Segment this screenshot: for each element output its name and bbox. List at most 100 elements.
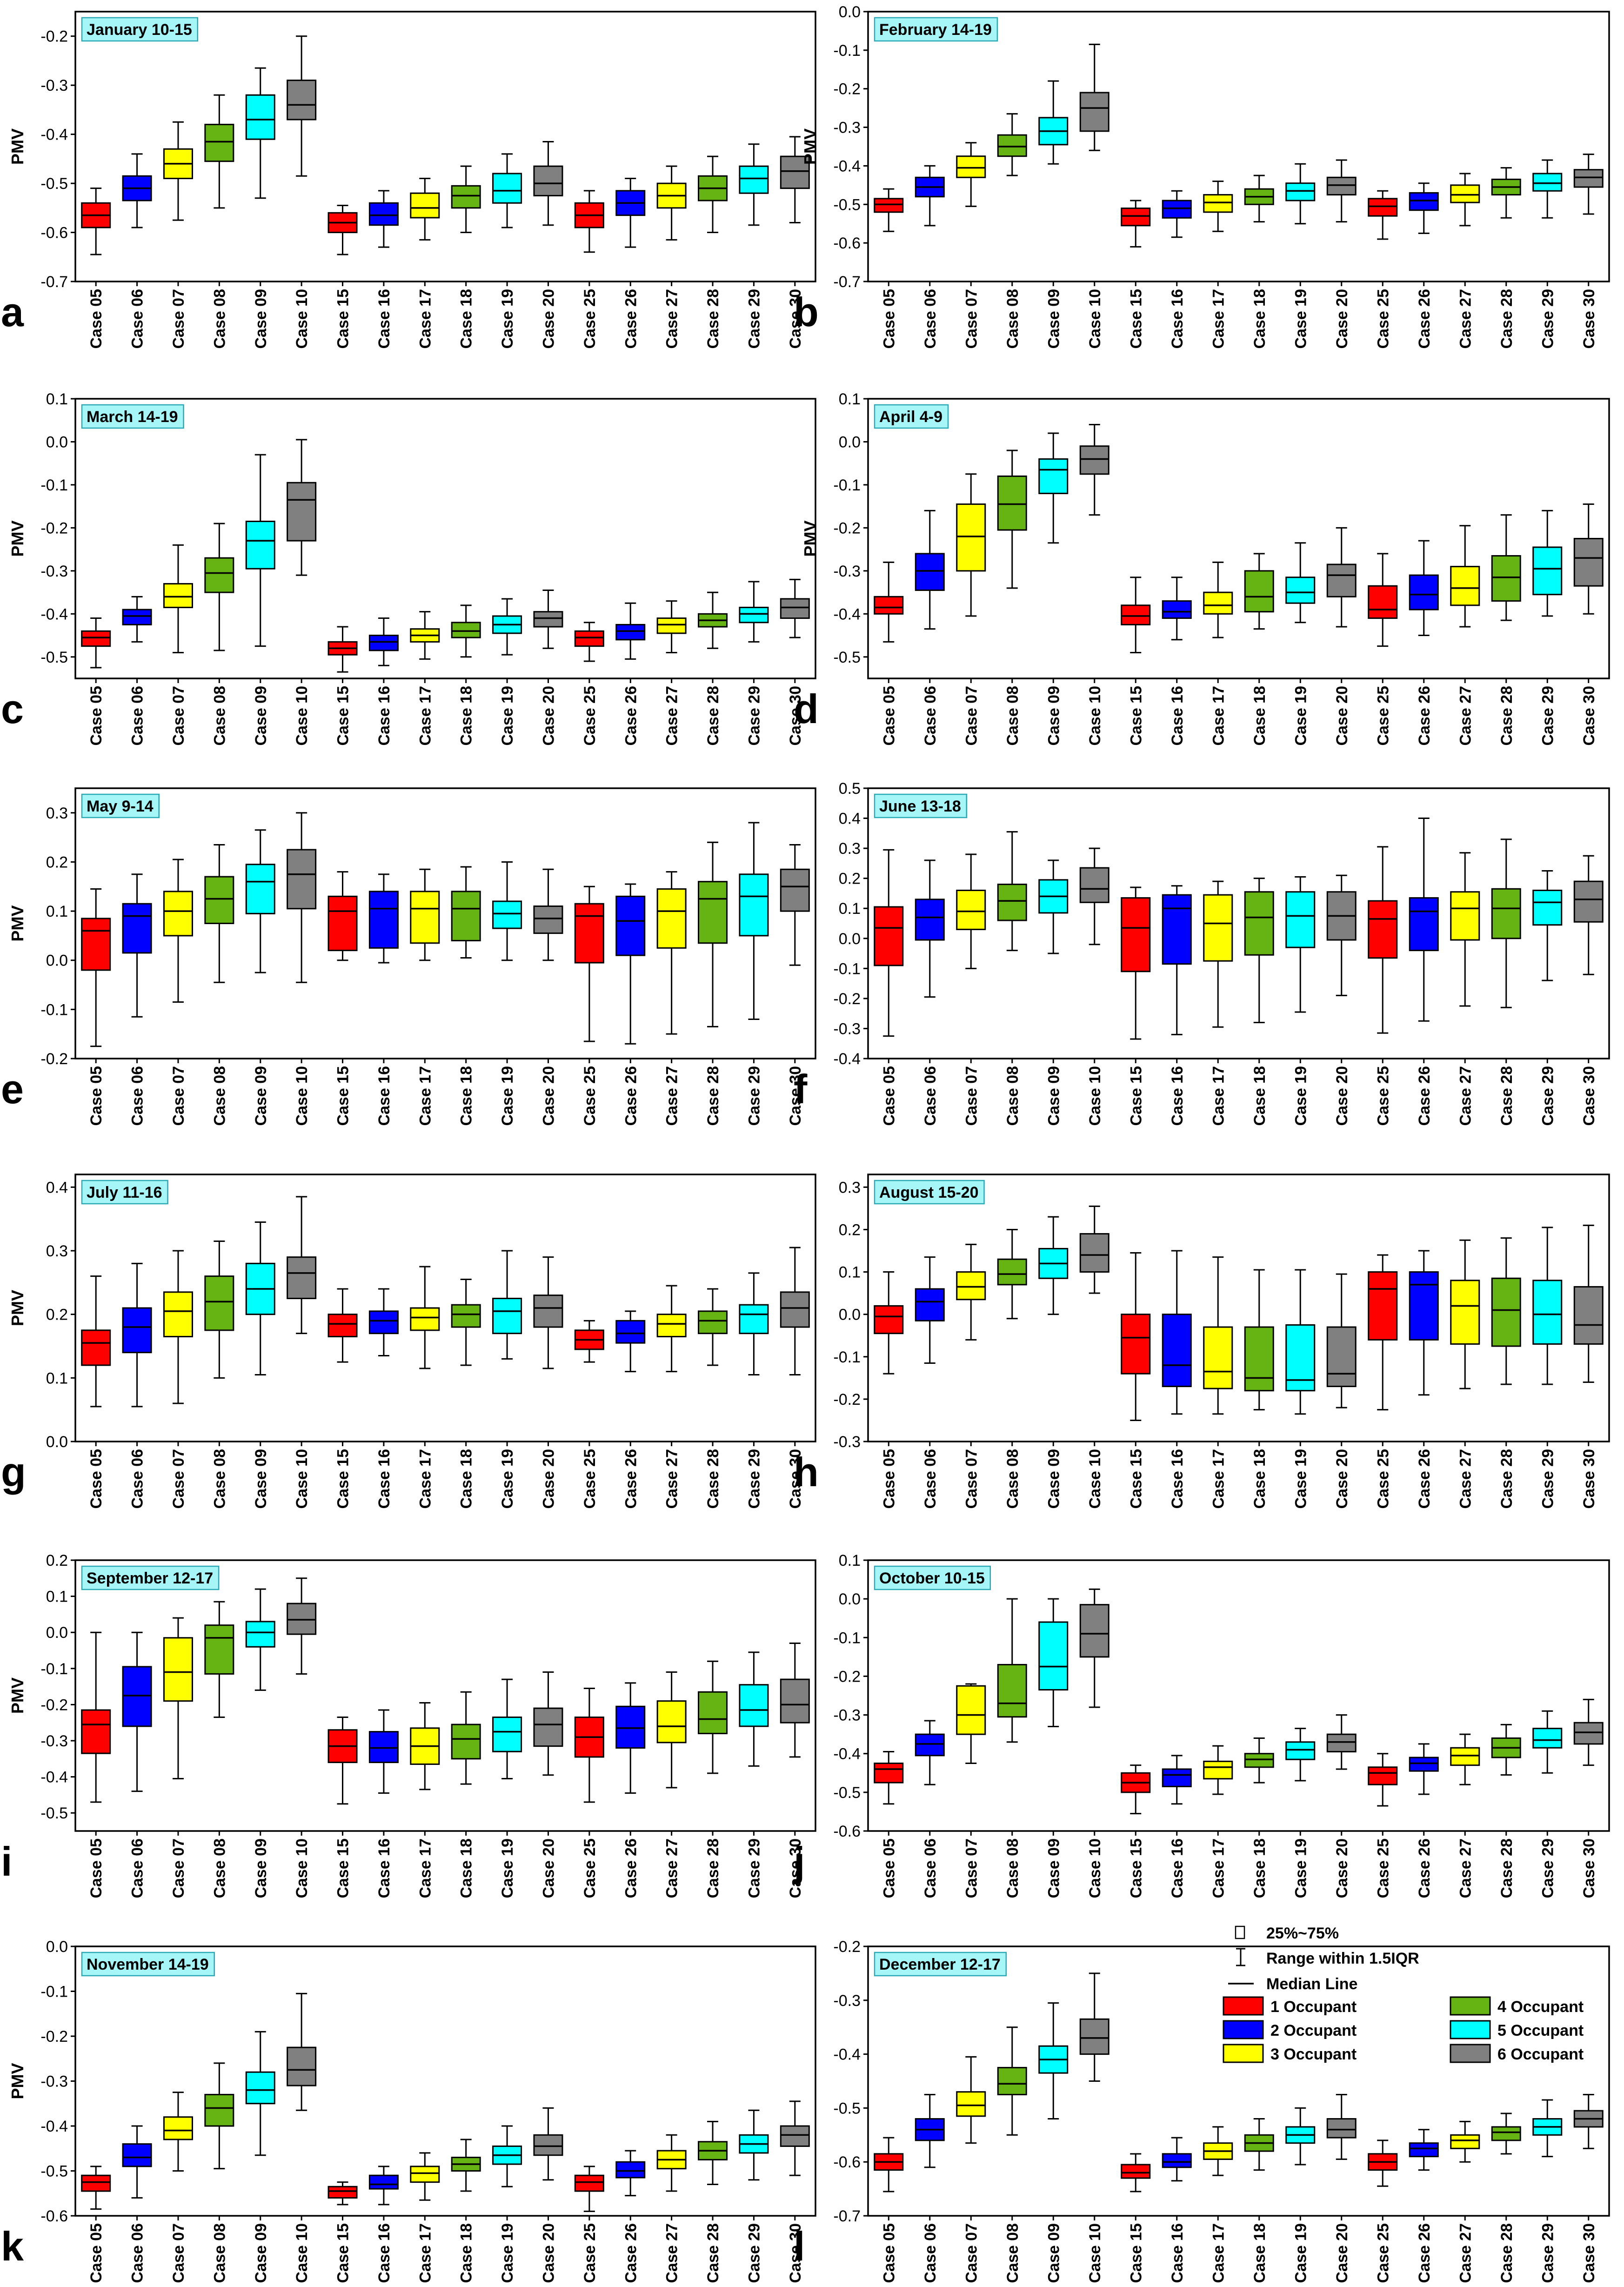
box-case-06 xyxy=(915,1256,945,1364)
whisker xyxy=(1171,190,1183,238)
box-case-19 xyxy=(492,598,522,656)
x-tick-label: Case 29 xyxy=(1539,289,1557,349)
x-tick-label: Case 19 xyxy=(1292,686,1310,746)
whisker xyxy=(583,190,595,253)
iqr-box xyxy=(287,849,317,910)
box-case-05 xyxy=(81,188,111,255)
iqr-box xyxy=(368,202,399,226)
iqr-box xyxy=(780,1678,810,1724)
x-tick-label: Case 16 xyxy=(1169,289,1186,349)
iqr-box xyxy=(915,1733,945,1757)
x-tick-label: Case 09 xyxy=(1045,1838,1063,1898)
x-tick-label: Case 26 xyxy=(1416,1449,1433,1509)
legend: 25%~75% Range within 1.5IQR Median Line … xyxy=(1223,1925,1584,2063)
whisker xyxy=(1377,1254,1389,1411)
iqr-box xyxy=(780,2125,810,2147)
y-tick-label: -0.3 xyxy=(833,1707,861,1724)
whisker xyxy=(625,2150,636,2197)
whisker xyxy=(965,2056,977,2144)
iqr-box xyxy=(1532,546,1563,596)
box-case-07 xyxy=(163,2092,193,2172)
whisker xyxy=(214,523,225,651)
y-tick-label: -0.3 xyxy=(833,1020,861,1038)
whisker xyxy=(460,866,472,959)
title-box xyxy=(81,1565,220,1590)
x-tick-label: Case 06 xyxy=(129,289,147,349)
iqr-box xyxy=(997,1258,1027,1286)
box-case-15 xyxy=(1121,1252,1151,1421)
whisker xyxy=(1336,874,1347,996)
iqr-box xyxy=(204,124,234,162)
x-tick-label: Case 27 xyxy=(663,289,681,349)
y-tick-label: -0.3 xyxy=(833,563,861,580)
panel-title: June 13-18 xyxy=(874,793,968,818)
x-tick-label: Case 25 xyxy=(581,1838,599,1898)
plot-frame xyxy=(74,398,816,679)
whisker xyxy=(131,873,143,1018)
whisker xyxy=(131,1262,143,1408)
whisker xyxy=(625,602,636,660)
box-case-27 xyxy=(1450,1239,1480,1389)
panel-letter: l xyxy=(794,2223,805,2269)
iqr-box xyxy=(81,2174,111,2192)
x-tick-label: Case 26 xyxy=(1416,686,1433,746)
whisker xyxy=(172,1250,184,1404)
box-case-06 xyxy=(122,873,152,1018)
y-tick-label: -0.3 xyxy=(833,1992,861,2010)
panel-h: -0.3 -0.2 -0.1 0.0 0.1 0.2 0.3 Case 05 Case 06 Ca… xyxy=(794,1174,1610,1509)
iqr-box xyxy=(451,622,481,638)
iqr-box xyxy=(1368,1766,1398,1785)
x-tick-label: Case 17 xyxy=(1210,1449,1227,1509)
title-text: August 15-20 xyxy=(879,1184,979,1201)
box-case-08 xyxy=(204,94,234,209)
box-case-16 xyxy=(368,873,399,964)
y-tick-label: -0.6 xyxy=(40,224,68,242)
y-tick-label: -0.1 xyxy=(40,1001,68,1019)
y-tick-label: -0.6 xyxy=(833,235,861,252)
whisker xyxy=(90,1275,102,1408)
iqr-box xyxy=(245,1621,275,1648)
iqr-box xyxy=(1244,570,1274,613)
whisker xyxy=(924,2093,936,2168)
box-case-19 xyxy=(1285,163,1316,225)
title-box xyxy=(874,17,998,42)
y-tick-label: 0.1 xyxy=(839,390,861,408)
iqr-box xyxy=(1038,458,1069,494)
x-tick-label: Case 17 xyxy=(416,289,434,349)
iqr-box xyxy=(1326,2118,1357,2139)
whisker xyxy=(1130,2153,1142,2193)
box-case-18 xyxy=(1244,2118,1274,2171)
iqr-box xyxy=(368,2174,399,2190)
box-case-30 xyxy=(780,578,810,638)
box-case-06 xyxy=(122,1262,152,1408)
box-case-26 xyxy=(1409,1250,1439,1396)
x-tick-label: Case 26 xyxy=(622,1838,640,1898)
whisker xyxy=(1583,503,1594,615)
box-case-25 xyxy=(574,1320,604,1363)
box-case-18 xyxy=(451,604,481,658)
x-tick-label: Case 27 xyxy=(663,1838,681,1898)
x-tick-label: Case 15 xyxy=(334,1449,352,1509)
y-tick-label: -0.1 xyxy=(40,1660,68,1678)
box-case-17 xyxy=(410,868,440,961)
iqr-box xyxy=(1285,577,1316,604)
whisker xyxy=(1542,510,1553,617)
box-case-08 xyxy=(997,1228,1027,1320)
title-text: January 10-15 xyxy=(87,21,192,39)
box-case-15 xyxy=(327,871,358,961)
box-case-07 xyxy=(163,1617,193,1779)
box-case-28 xyxy=(698,155,728,234)
iqr-box xyxy=(81,1709,111,1754)
whisker xyxy=(1377,190,1389,240)
whisker xyxy=(296,1577,307,1675)
x-tick-label: Case 25 xyxy=(581,1066,599,1126)
iqr-box xyxy=(997,134,1027,157)
box-case-26 xyxy=(615,602,646,660)
box-case-19 xyxy=(492,153,522,228)
whisker xyxy=(1130,200,1142,248)
whisker xyxy=(501,153,513,228)
box-case-28 xyxy=(1491,1724,1521,1776)
x-tick-label: Case 10 xyxy=(293,289,311,349)
box-case-07 xyxy=(956,853,986,969)
y-axis-label: PMV xyxy=(8,905,27,941)
